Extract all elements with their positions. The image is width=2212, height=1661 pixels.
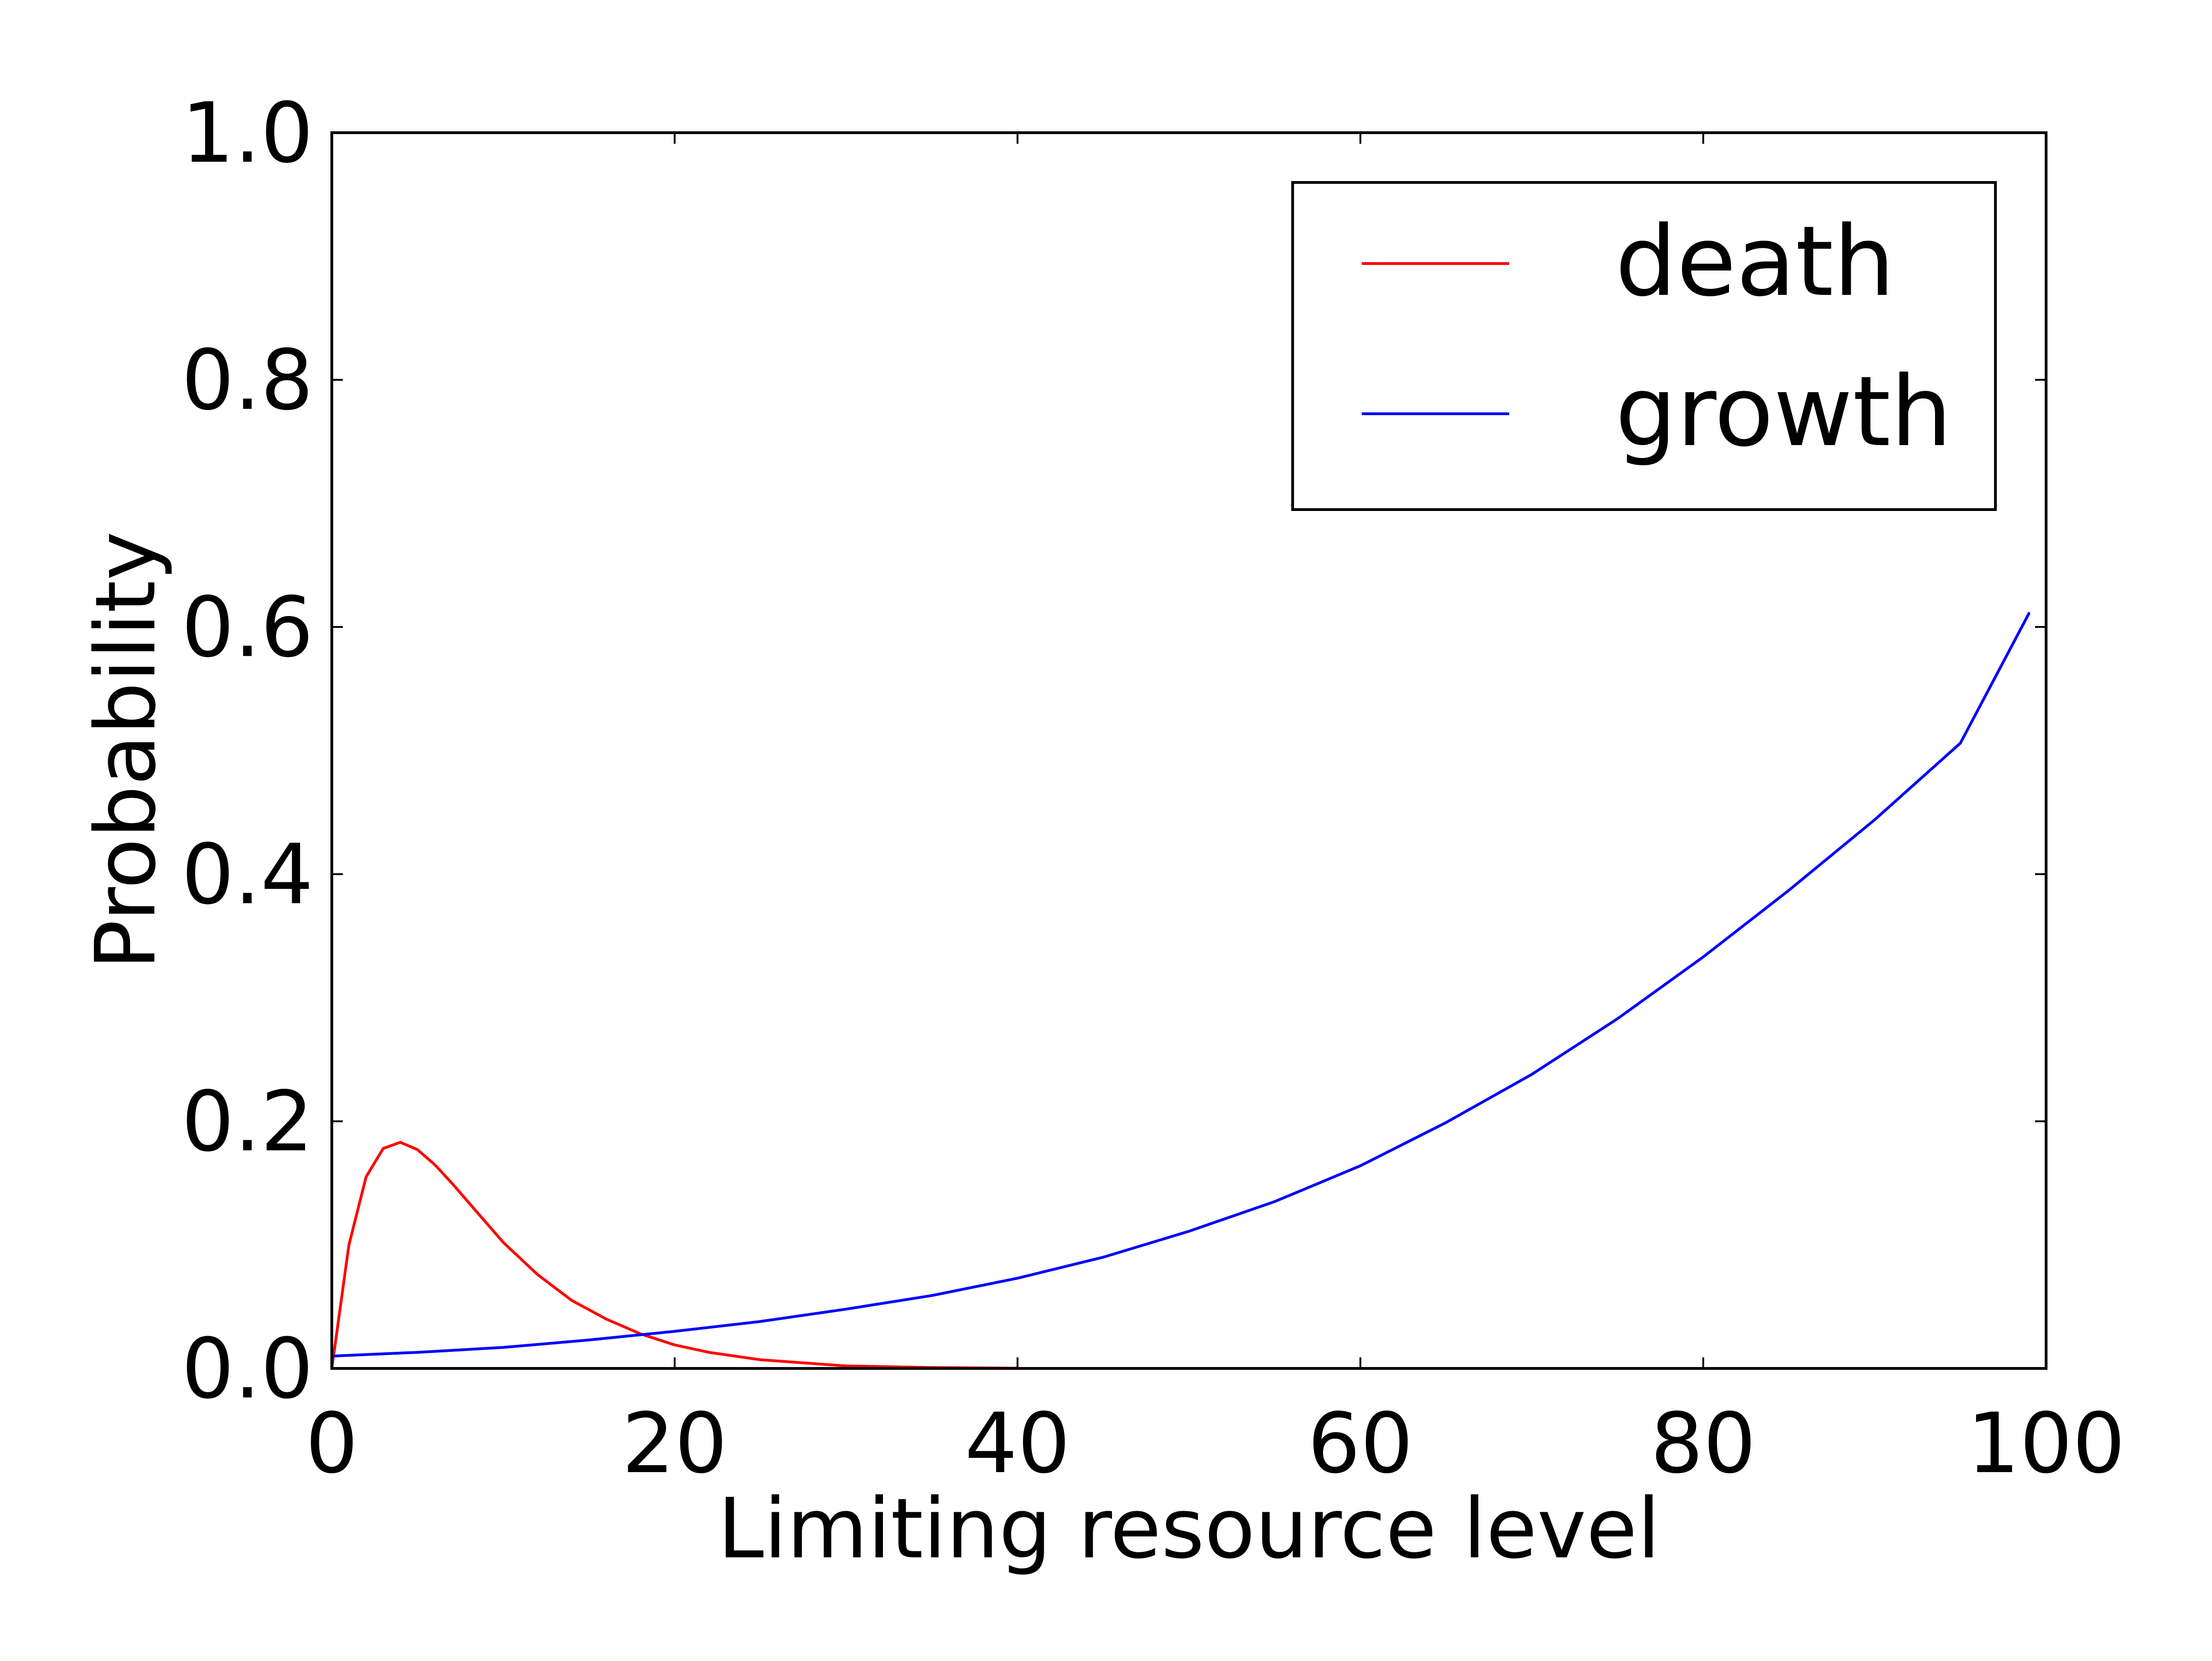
series-line-death [330,1141,1019,1370]
x-tick-label: 80 [1650,1396,1756,1492]
legend-label-death: death [1615,205,1895,318]
x-tick-label: 20 [622,1396,727,1492]
y-tick-label: 0.0 [182,1321,313,1417]
x-tick-label: 100 [1967,1396,2125,1492]
x-tick-label: 0 [306,1396,359,1492]
legend-label-growth: growth [1615,355,1952,468]
x-tick-label: 60 [1307,1396,1413,1492]
x-axis-label: Limiting resource level [718,1481,1660,1577]
plot-frame [330,131,2047,1370]
y-tick-label: 0.2 [182,1074,313,1170]
y-axis-label: Probability [78,531,174,970]
legend-box [1291,181,1997,511]
y-tick-label: 0.6 [182,580,313,676]
y-tick-label: 0.8 [182,332,313,428]
axis-ticks: 0 20 40 60 80 100 0.0 0.2 0.4 0.6 0.8 1.0 [182,85,2125,1492]
series-line-growth [330,612,2030,1358]
legend: death growth [1291,181,1997,511]
y-tick-label: 1.0 [182,85,313,182]
x-tick-label: 40 [965,1396,1070,1492]
plot-area [330,612,2030,1370]
y-tick-label: 0.4 [182,827,313,923]
